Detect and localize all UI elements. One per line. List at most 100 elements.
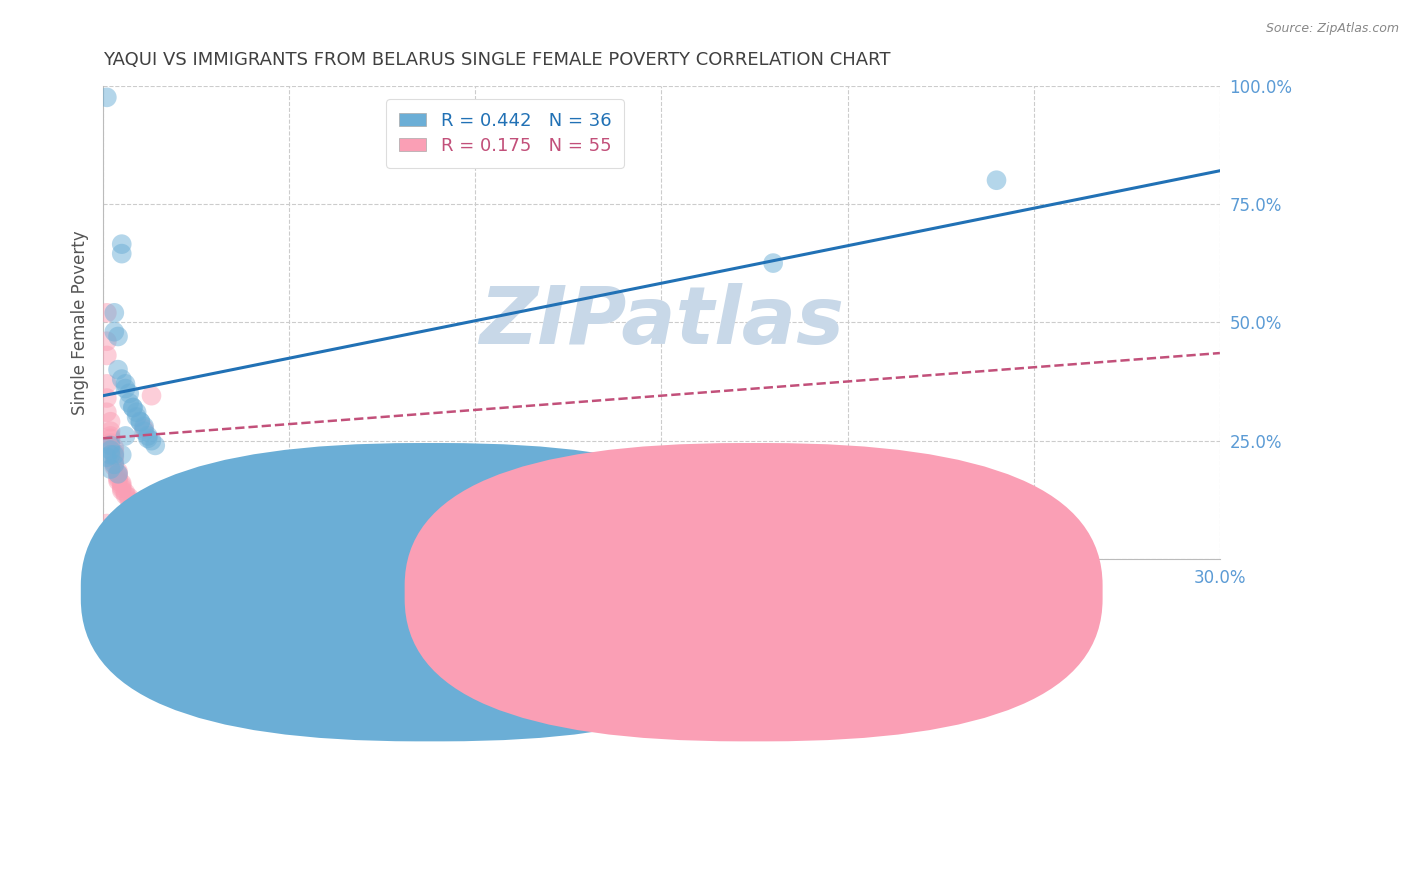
- Point: [111, 481, 134, 495]
- Point: [132, 502, 155, 516]
- Point: [132, 422, 155, 436]
- Point: [132, 505, 155, 519]
- Point: [96, 521, 118, 535]
- Point: [111, 372, 134, 386]
- Point: [125, 409, 148, 424]
- Point: [118, 542, 141, 557]
- Point: [114, 488, 136, 502]
- Legend: R = 0.442   N = 36, R = 0.175   N = 55: R = 0.442 N = 36, R = 0.175 N = 55: [387, 99, 624, 168]
- Point: [100, 462, 122, 476]
- Point: [96, 90, 118, 104]
- Point: [118, 492, 141, 507]
- Point: [103, 455, 125, 469]
- Point: [103, 531, 125, 545]
- Point: [100, 436, 122, 450]
- Point: [186, 514, 208, 528]
- Point: [118, 386, 141, 401]
- Point: [111, 448, 134, 462]
- Point: [107, 535, 129, 549]
- Point: [100, 429, 122, 443]
- Text: Yaqui: Yaqui: [450, 592, 494, 610]
- Point: [96, 334, 118, 349]
- Point: [103, 458, 125, 472]
- Point: [111, 476, 134, 491]
- Point: [136, 505, 159, 519]
- Point: [96, 348, 118, 362]
- Point: [100, 528, 122, 542]
- Point: [114, 376, 136, 391]
- Point: [103, 441, 125, 455]
- Point: [136, 431, 159, 445]
- Point: [111, 237, 134, 252]
- Point: [96, 450, 118, 465]
- Point: [103, 445, 125, 459]
- Point: [107, 467, 129, 481]
- Text: Immigrants from Belarus: Immigrants from Belarus: [737, 592, 943, 610]
- Text: Source: ZipAtlas.com: Source: ZipAtlas.com: [1265, 22, 1399, 36]
- Point: [762, 256, 785, 270]
- Point: [100, 526, 122, 541]
- Text: ZIPatlas: ZIPatlas: [479, 284, 844, 361]
- Point: [96, 391, 118, 405]
- Point: [107, 471, 129, 485]
- Point: [166, 512, 188, 526]
- Point: [148, 507, 170, 521]
- Point: [122, 401, 145, 415]
- Point: [125, 405, 148, 419]
- Point: [122, 401, 145, 415]
- Point: [132, 419, 155, 434]
- Point: [100, 443, 122, 458]
- Point: [96, 376, 118, 391]
- Point: [100, 415, 122, 429]
- Point: [103, 459, 125, 474]
- Point: [103, 325, 125, 339]
- Point: [96, 405, 118, 419]
- Point: [103, 533, 125, 547]
- Point: [125, 498, 148, 512]
- Point: [129, 415, 152, 429]
- Y-axis label: Single Female Poverty: Single Female Poverty: [72, 230, 89, 415]
- Point: [103, 306, 125, 320]
- Point: [114, 382, 136, 396]
- Point: [986, 173, 1008, 187]
- Point: [96, 306, 118, 320]
- Point: [100, 448, 122, 462]
- Point: [103, 448, 125, 462]
- Point: [204, 519, 226, 533]
- Point: [107, 467, 129, 481]
- Text: YAQUI VS IMMIGRANTS FROM BELARUS SINGLE FEMALE POVERTY CORRELATION CHART: YAQUI VS IMMIGRANTS FROM BELARUS SINGLE …: [103, 51, 890, 69]
- Point: [132, 424, 155, 438]
- FancyBboxPatch shape: [405, 443, 1102, 741]
- Point: [129, 500, 152, 514]
- Point: [114, 485, 136, 500]
- Point: [107, 469, 129, 483]
- Point: [143, 507, 166, 521]
- Point: [141, 389, 163, 403]
- FancyBboxPatch shape: [80, 443, 779, 741]
- Point: [122, 495, 145, 509]
- Point: [111, 246, 134, 260]
- Point: [100, 431, 122, 445]
- Point: [118, 396, 141, 410]
- Point: [100, 438, 122, 452]
- Point: [125, 545, 148, 559]
- Point: [103, 450, 125, 465]
- Point: [114, 540, 136, 554]
- Point: [107, 474, 129, 488]
- Point: [96, 516, 118, 531]
- Point: [155, 509, 177, 524]
- Point: [107, 362, 129, 376]
- Point: [118, 491, 141, 505]
- Point: [107, 329, 129, 343]
- Point: [107, 465, 129, 479]
- Point: [136, 429, 159, 443]
- Point: [143, 438, 166, 452]
- Point: [129, 415, 152, 429]
- Point: [111, 483, 134, 498]
- Point: [111, 538, 134, 552]
- Point: [100, 424, 122, 438]
- Point: [114, 429, 136, 443]
- Point: [141, 434, 163, 448]
- Point: [111, 478, 134, 492]
- Point: [193, 516, 215, 531]
